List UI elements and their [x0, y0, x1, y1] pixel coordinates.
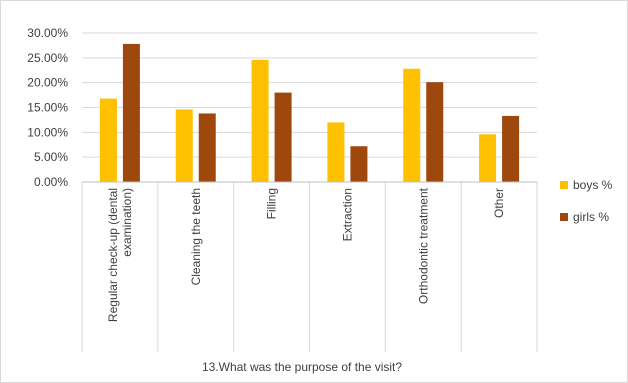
bar-girls-0	[122, 43, 140, 182]
bar-boys-4	[403, 68, 421, 182]
bar-girls-5	[502, 115, 520, 182]
bar-girls-1	[198, 113, 216, 182]
bar-boys-0	[99, 98, 117, 182]
x-axis: Regular check-up (dental examination) Clea…	[106, 187, 506, 322]
x-tick-label: Extraction	[340, 188, 354, 241]
x-axis-title: 13.What was the purpose of the visit?	[202, 360, 402, 374]
bar-boys-5	[479, 134, 497, 182]
y-tick-label: 10.00%	[27, 125, 68, 139]
bar-girls-2	[274, 92, 292, 182]
legend: boys % girls %	[560, 178, 613, 224]
y-tick-label: 30.00%	[27, 26, 68, 40]
legend-swatch	[560, 181, 568, 189]
y-tick-label: 0.00%	[34, 175, 68, 189]
y-tick-label: 5.00%	[34, 150, 68, 164]
x-tick-label: examination)	[120, 188, 134, 257]
x-tick-label: Regular check-up (dental	[106, 188, 120, 322]
x-tick-label: Other	[492, 188, 506, 218]
x-tick-label: Orthodontic treatment	[416, 187, 430, 304]
legend-label: girls %	[573, 210, 609, 224]
x-tick-label: Filling	[265, 188, 279, 219]
category-dividers	[81, 181, 538, 352]
y-tick-label: 25.00%	[27, 51, 68, 65]
legend-label: boys %	[573, 178, 613, 192]
bar-boys-1	[175, 109, 193, 182]
x-tick-label: Cleaning the teeth	[189, 188, 203, 285]
y-axis: 0.00% 5.00% 10.00% 15.00% 20.00% 25.00% 30.00%	[27, 26, 68, 189]
bar-girls-3	[350, 146, 368, 182]
bar-girls-4	[426, 82, 444, 182]
bar-boys-3	[327, 122, 345, 182]
bar-boys-2	[251, 59, 269, 182]
legend-swatch	[560, 213, 568, 221]
y-tick-label: 20.00%	[27, 76, 68, 90]
y-tick-label: 15.00%	[27, 101, 68, 115]
bars	[99, 43, 520, 182]
